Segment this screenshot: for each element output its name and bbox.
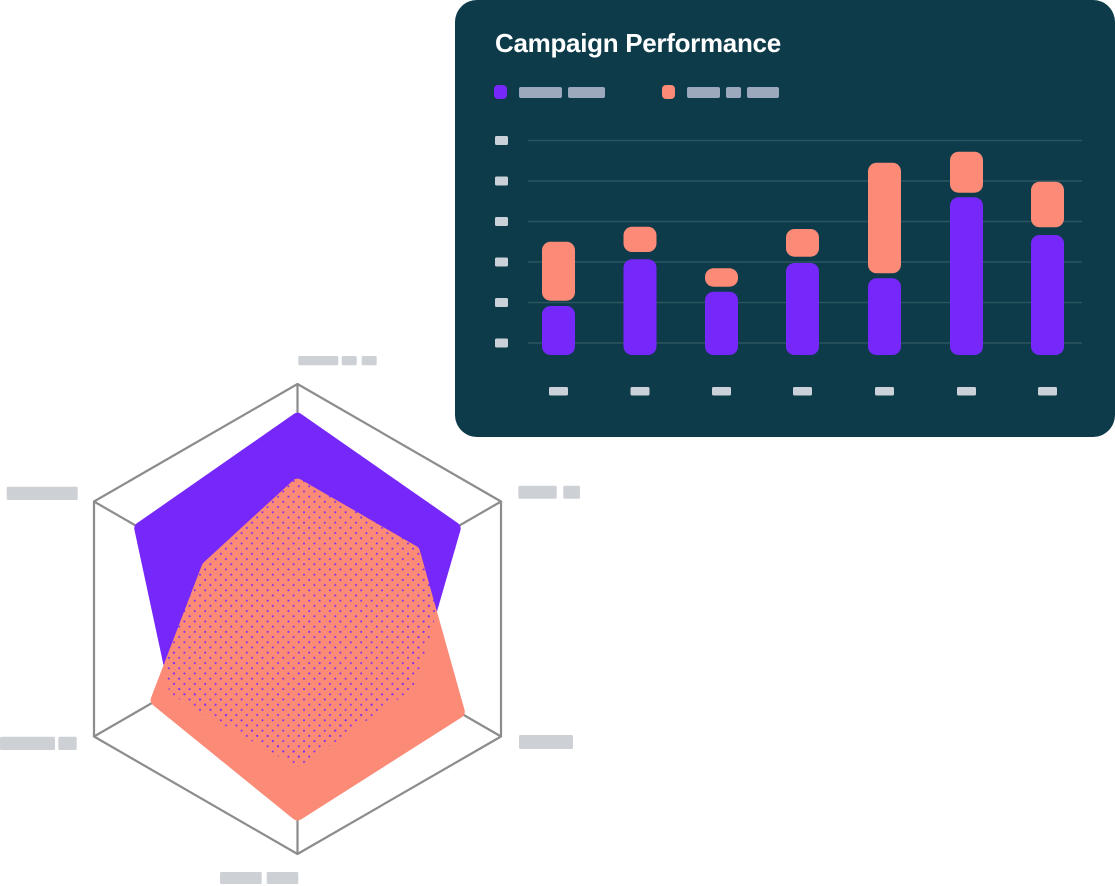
legend-text-greek-block xyxy=(726,86,741,98)
y-axis-tick-greek xyxy=(495,176,508,186)
y-axis-tick-greek xyxy=(495,217,508,226)
x-axis-label-greek xyxy=(630,387,650,396)
x-axis-label-greek xyxy=(875,387,894,396)
bar-segment-salmon xyxy=(705,268,738,287)
y-axis-tick-greek xyxy=(495,257,508,267)
x-axis-label-greek xyxy=(1038,387,1057,396)
stacked-bar-chart xyxy=(495,136,1082,396)
bar-segment-salmon xyxy=(623,226,657,252)
radar-axis-label-greek-bottom xyxy=(220,872,262,884)
bar-segment-salmon xyxy=(1031,181,1064,228)
radar-axis-label-greek-top xyxy=(298,356,339,366)
campaign-performance-card: Campaign Performance xyxy=(455,0,1115,437)
radar-axis-label-greek-top xyxy=(341,356,357,366)
bar-segment-salmon xyxy=(542,241,575,301)
bar-segment-salmon xyxy=(868,162,901,274)
radar-series-overlay-dots xyxy=(134,412,461,767)
radar-axis-label-greek-lower-left xyxy=(0,736,55,750)
radar-axis-label-greek-bottom xyxy=(266,872,299,884)
radar-axis-label-greek-lower-right xyxy=(519,735,573,749)
card-title: Campaign Performance xyxy=(495,28,781,58)
bar-segment-purple xyxy=(623,259,657,355)
radar-axis-label-greek-top xyxy=(361,356,377,366)
y-axis-tick-greek xyxy=(495,136,508,145)
legend-label-greeked xyxy=(519,86,605,98)
y-axis-tick-greek xyxy=(495,338,508,348)
x-axis-label-greek xyxy=(957,387,976,396)
x-axis-label-greek xyxy=(793,387,812,396)
legend-swatch-purple xyxy=(494,85,507,99)
bar-segment-purple xyxy=(786,263,819,355)
legend-item-series-1 xyxy=(494,85,605,99)
x-axis-label-greek xyxy=(549,387,568,396)
bar-segment-purple xyxy=(1031,235,1064,355)
legend-text-greek-block xyxy=(519,86,562,98)
legend-item-series-2 xyxy=(662,85,779,99)
bar-segment-purple xyxy=(542,306,575,355)
bar-segment-purple xyxy=(705,291,738,355)
radar-chart xyxy=(0,356,580,884)
legend-text-greek-block xyxy=(568,86,605,98)
bar-segment-purple xyxy=(868,278,901,355)
chart-legend xyxy=(494,85,779,99)
legend-text-greek-block xyxy=(687,86,720,98)
bar-segment-purple xyxy=(950,197,983,355)
radar-axis-label-greek-upper-left xyxy=(6,486,78,500)
radar-grid-ring xyxy=(92,382,503,856)
radar-axis-label-greek-lower-left xyxy=(58,736,77,750)
radar-axis-label-greek-upper-right xyxy=(518,485,557,499)
bar-segment-salmon xyxy=(786,229,819,257)
x-axis-label-greek xyxy=(712,387,731,396)
legend-swatch-salmon xyxy=(662,85,675,99)
radar-axis-label-greek-upper-right xyxy=(563,485,580,499)
bar-segment-salmon xyxy=(950,151,983,193)
y-axis-tick-greek xyxy=(495,298,508,307)
legend-label-greeked xyxy=(687,86,779,98)
legend-text-greek-block xyxy=(747,86,779,98)
